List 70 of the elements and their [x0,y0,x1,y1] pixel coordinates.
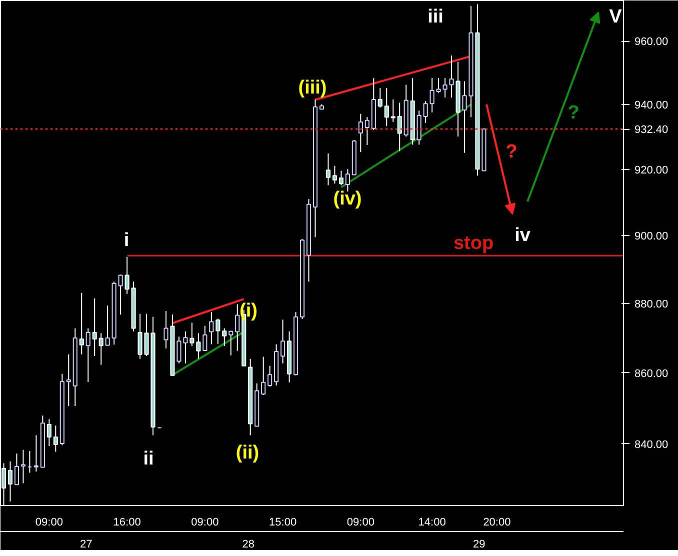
annotation: V [609,6,622,28]
candlestick [261,356,266,396]
ref-line-label: stop [453,232,494,254]
ref-line-label: 932.40 [634,124,668,136]
annotation: ? [506,142,518,162]
candlestick [183,330,188,364]
candlestick [358,113,363,153]
candlestick [34,434,38,472]
candlestick [66,354,71,407]
annotation: iv [514,225,531,246]
annotation: (ii) [236,442,260,464]
candlestick [196,332,201,360]
candlestick [332,165,337,184]
x-tick-label: 09:00 [346,516,374,528]
x-tick-label: 15:00 [269,516,297,528]
candlestick [423,100,428,124]
annotation: (iii) [298,77,327,98]
x-tick-label: 09:00 [191,516,219,528]
candlestick [397,102,402,152]
candlestick [216,318,220,344]
annotation: (iv) [333,188,362,210]
y-tick-label: 880.00 [634,298,668,311]
candlestick [92,298,97,357]
annotation: (i) [240,300,258,322]
y-tick-label: 840.00 [634,438,668,451]
candlestick [86,328,90,382]
candlestick [14,453,20,486]
candlestick [190,322,194,346]
candlestick [378,87,382,108]
candlestick [384,87,389,127]
candlestick [46,418,52,446]
candlestick [98,332,104,366]
candlestick [79,292,84,355]
candlestick [222,328,227,346]
x-tick-label: 16:00 [113,516,141,528]
annotation: ii [143,448,154,470]
candlestick [202,325,208,352]
candlestick [53,425,58,452]
y-tick-label: 940.00 [634,100,668,112]
x-tick-label: 14:00 [418,516,446,528]
candlestick [364,116,370,146]
candlestick [8,460,13,502]
candlestick [442,78,448,98]
candlestick [430,78,434,113]
annotation: iii [428,6,444,28]
y-tick-label: 860.00 [634,368,668,380]
candlestick [436,78,441,94]
x-tick-label: 09:00 [35,516,63,528]
y-tick-label: 900.00 [634,230,668,243]
candlestick [390,98,396,122]
annotation: ? [568,102,580,124]
y-tick-label: 960.00 [634,36,668,48]
candlestick [228,330,234,356]
text: 28 [242,538,255,550]
candlestick [20,449,26,484]
x-tick-label: 20:00 [483,516,511,528]
candlestick [235,304,240,352]
candlestick [345,168,350,192]
candlestick [118,274,123,316]
candlestick [124,256,130,294]
text: 27 [80,538,92,550]
candlestick [280,319,286,364]
annotation: i [124,230,130,251]
candlestick [338,170,344,186]
candlestick [105,305,110,346]
candlestick [209,312,214,345]
candlestick [268,365,272,388]
candlestick [326,152,331,186]
text: 29 [473,538,486,550]
y-tick-label: 920.00 [634,164,668,176]
